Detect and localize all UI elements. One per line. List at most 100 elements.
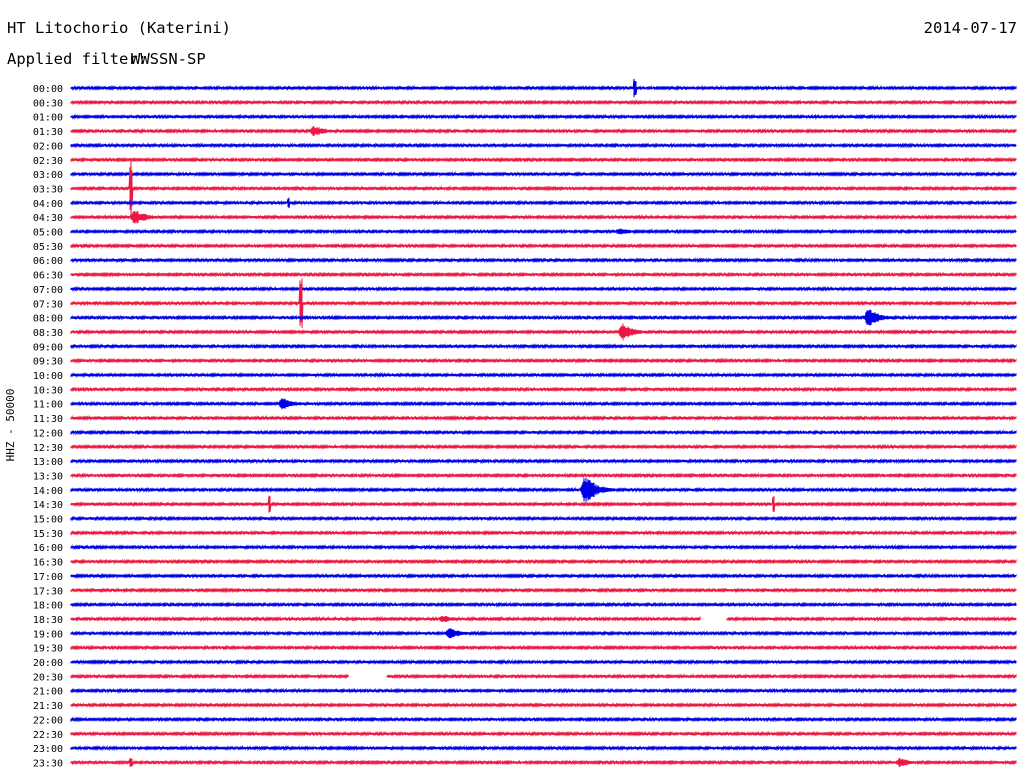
trace-row <box>70 99 1017 106</box>
row-time-label: 19:00 <box>33 629 63 640</box>
trace-row <box>70 342 1017 350</box>
trace-row <box>70 730 1017 738</box>
date-label: 2014-07-17 <box>923 19 1017 37</box>
filter-label: Applied filter: <box>7 50 147 68</box>
row-time-label: 18:00 <box>33 601 63 612</box>
trace-row <box>70 429 1017 436</box>
row-time-label: 17:30 <box>33 586 63 597</box>
trace-row <box>70 414 1017 422</box>
row-time-label: 20:30 <box>33 672 63 683</box>
row-time-label: 06:00 <box>33 256 63 267</box>
trace-row <box>70 572 1017 580</box>
trace-row <box>70 601 1017 608</box>
row-time-label: 10:00 <box>33 371 63 382</box>
row-time-label: 14:00 <box>33 486 63 497</box>
row-time-label: 16:00 <box>33 543 63 554</box>
trace-row <box>70 386 1017 393</box>
trace-row <box>70 515 1017 522</box>
trace-row <box>70 323 1017 341</box>
trace-row <box>70 170 1017 178</box>
row-time-label: 01:30 <box>33 127 63 138</box>
row-time-label: 19:30 <box>33 644 63 655</box>
row-time-label: 15:00 <box>33 515 63 526</box>
trace-row <box>70 278 1017 329</box>
trace-row <box>70 558 1017 565</box>
row-time-label: 09:30 <box>33 357 63 368</box>
trace-row <box>70 628 1017 639</box>
row-time-label: 03:00 <box>33 170 63 181</box>
trace-row <box>70 658 1017 666</box>
trace-row <box>70 210 1017 224</box>
trace-row <box>70 673 1017 680</box>
trace-row <box>70 142 1017 149</box>
trace-row <box>70 398 1017 410</box>
row-time-label: 13:30 <box>33 471 63 482</box>
row-time-label: 01:00 <box>33 113 63 124</box>
row-time-label: 05:00 <box>33 228 63 239</box>
row-time-label: 04:30 <box>33 213 63 224</box>
row-time-label: 14:30 <box>33 500 63 511</box>
row-time-label: 06:30 <box>33 271 63 282</box>
trace-row <box>70 744 1017 752</box>
row-time-label: 21:00 <box>33 687 63 698</box>
row-time-label: 21:30 <box>33 701 63 712</box>
trace-row <box>70 615 1017 623</box>
row-time-label: 07:30 <box>33 299 63 310</box>
trace-row <box>70 371 1017 379</box>
filter-value: WWSSN-SP <box>131 50 206 68</box>
trace-row <box>70 271 1017 278</box>
trace-row <box>70 644 1017 652</box>
row-time-label: 12:30 <box>33 443 63 454</box>
row-time-label: 18:30 <box>33 615 63 626</box>
row-label-group: 00:00 00:30 01:00 01:30 02:00 02:30 03:00 03:30… <box>33 84 63 769</box>
trace-row <box>70 228 1017 235</box>
row-time-label: 08:00 <box>33 314 63 325</box>
trace-row <box>70 495 1017 513</box>
row-time-label: 15:30 <box>33 529 63 540</box>
row-time-label: 11:30 <box>33 414 63 425</box>
row-time-label: 16:30 <box>33 558 63 569</box>
row-time-label: 20:00 <box>33 658 63 669</box>
row-time-label: 02:00 <box>33 141 63 152</box>
trace-row <box>70 701 1017 709</box>
trace-row <box>70 357 1017 364</box>
row-time-label: 02:30 <box>33 156 63 167</box>
row-time-label: 23:00 <box>33 744 63 755</box>
row-time-label: 22:00 <box>33 715 63 726</box>
trace-row <box>70 586 1017 594</box>
row-time-label: 05:30 <box>33 242 63 253</box>
row-time-label: 00:30 <box>33 98 63 109</box>
trace-row <box>70 126 1017 137</box>
y-axis-label: HHZ - 50000 <box>4 389 17 462</box>
trace-row <box>70 242 1017 250</box>
station-title: HT Litochorio (Katerini) <box>7 19 231 37</box>
row-time-label: 04:00 <box>33 199 63 210</box>
row-time-label: 07:00 <box>33 285 63 296</box>
row-time-label: 00:00 <box>33 84 63 95</box>
trace-row <box>70 256 1017 264</box>
trace-row <box>70 543 1017 551</box>
trace-row <box>70 472 1017 479</box>
trace-row <box>70 687 1017 694</box>
trace-row <box>70 529 1017 537</box>
trace-row <box>70 757 1017 768</box>
trace-row <box>70 285 1017 293</box>
row-time-label: 09:00 <box>33 342 63 353</box>
row-time-label: 17:00 <box>33 572 63 583</box>
trace-row <box>70 78 1017 98</box>
row-time-label: 10:30 <box>33 385 63 396</box>
trace-row <box>70 477 1017 502</box>
trace-group <box>70 78 1017 768</box>
trace-row <box>70 197 1017 209</box>
trace-row <box>70 159 1017 218</box>
row-time-label: 03:30 <box>33 184 63 195</box>
trace-row <box>70 457 1017 465</box>
row-time-label: 08:30 <box>33 328 63 339</box>
trace-row <box>70 443 1017 451</box>
row-time-label: 13:00 <box>33 457 63 468</box>
row-time-label: 11:00 <box>33 400 63 411</box>
trace-row <box>70 156 1017 164</box>
row-time-label: 12:00 <box>33 428 63 439</box>
trace-row <box>70 309 1017 326</box>
